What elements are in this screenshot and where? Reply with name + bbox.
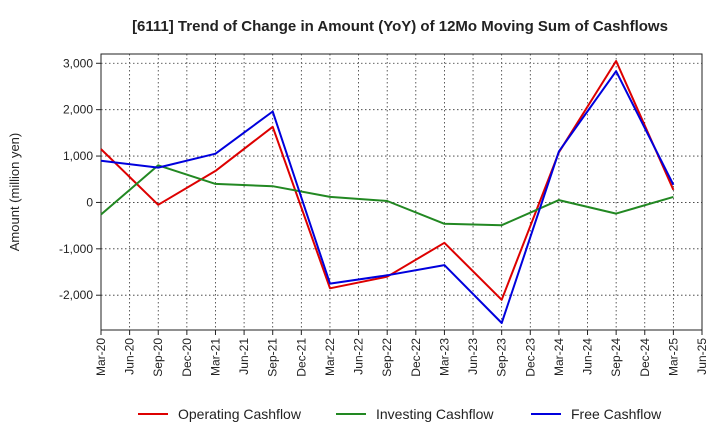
x-tick-label: Mar-22 bbox=[323, 338, 337, 376]
grid-layer bbox=[100, 54, 703, 330]
x-tick-label: Jun-22 bbox=[352, 338, 366, 375]
x-tick-label: Sep-21 bbox=[266, 338, 280, 377]
x-tick-label: Sep-24 bbox=[609, 338, 623, 377]
y-tick-label: 0 bbox=[86, 195, 93, 209]
y-axis-label: Amount (million yen) bbox=[7, 133, 22, 252]
legend-label-investing-cashflow: Investing Cashflow bbox=[376, 406, 494, 422]
x-tick-label: Dec-22 bbox=[409, 338, 423, 377]
x-tick-label: Sep-23 bbox=[495, 338, 509, 377]
x-tick-label: Jun-20 bbox=[123, 338, 137, 375]
legend-label-operating-cashflow: Operating Cashflow bbox=[178, 406, 302, 422]
x-tick-label: Jun-25 bbox=[695, 338, 709, 375]
x-tick-label: Sep-22 bbox=[380, 338, 394, 377]
x-tick-label: Sep-20 bbox=[151, 338, 165, 377]
y-tick-label: 3,000 bbox=[63, 56, 93, 70]
y-tick-label: -1,000 bbox=[59, 242, 93, 256]
legend: Operating Cashflow Investing Cashflow Free… bbox=[138, 406, 662, 422]
chart-title: [6111] Trend of Change in Amount (YoY) o… bbox=[132, 18, 668, 35]
series-layer bbox=[100, 60, 675, 324]
x-tick-label: Jun-21 bbox=[237, 338, 251, 375]
x-tick-label: Mar-24 bbox=[552, 338, 566, 376]
y-axis-ticks: 3,000 2,000 1,000 0 -1,000 -2,000 bbox=[59, 56, 101, 302]
y-tick-label: 2,000 bbox=[63, 103, 93, 117]
series-line-operating-cashflow bbox=[100, 60, 675, 301]
legend-label-free-cashflow: Free Cashflow bbox=[571, 406, 662, 422]
x-tick-label: Jun-24 bbox=[581, 338, 595, 375]
series-line-free-cashflow bbox=[100, 70, 675, 324]
x-tick-label: Mar-21 bbox=[208, 338, 222, 376]
x-axis-ticks: Mar-20 Jun-20 Sep-20 Dec-20 Mar-21 Jun-21 Sep-… bbox=[94, 330, 709, 377]
x-tick-label: Mar-23 bbox=[437, 338, 451, 376]
series-line-investing-cashflow bbox=[100, 164, 674, 227]
x-tick-label: Mar-20 bbox=[94, 338, 108, 376]
y-tick-label: -2,000 bbox=[59, 288, 93, 302]
x-tick-label: Mar-25 bbox=[666, 338, 680, 376]
x-tick-label: Jun-23 bbox=[466, 338, 480, 375]
y-tick-label: 1,000 bbox=[63, 149, 93, 163]
x-tick-label: Dec-20 bbox=[180, 338, 194, 377]
plot-frame bbox=[100, 53, 703, 331]
x-tick-label: Dec-24 bbox=[638, 338, 652, 377]
x-tick-label: Dec-21 bbox=[294, 338, 308, 377]
x-tick-label: Dec-23 bbox=[523, 338, 537, 377]
